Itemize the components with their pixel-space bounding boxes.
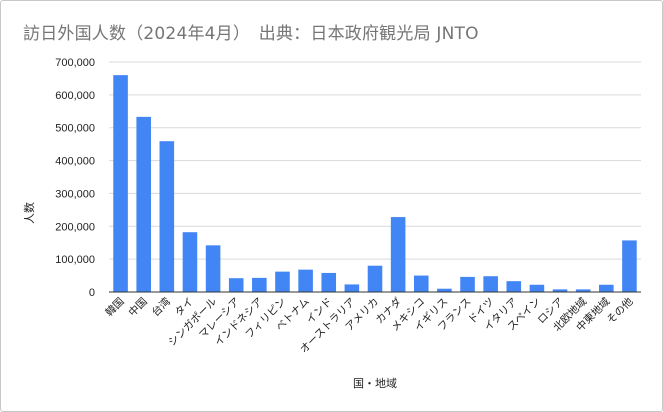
x-tick-label: 中国 bbox=[126, 295, 150, 319]
bar bbox=[437, 288, 452, 292]
bar bbox=[390, 217, 406, 292]
bar bbox=[460, 276, 475, 292]
bar bbox=[159, 141, 175, 292]
bar bbox=[367, 265, 383, 292]
y-tick-label: 100,000 bbox=[55, 254, 95, 266]
y-tick-label: 700,000 bbox=[55, 57, 95, 69]
bar bbox=[298, 269, 313, 292]
y-tick-label: 300,000 bbox=[55, 188, 95, 200]
bar bbox=[113, 75, 128, 292]
x-axis-ticks: 韓国 中国 台湾 タイシンガポールマレーシアインドネシアフィリピンベトナムインドオース… bbox=[103, 295, 636, 356]
x-tick-label: 韓国 bbox=[103, 296, 126, 319]
bar bbox=[575, 289, 591, 292]
chart-title: 訪日外国人数（2024年4月） 出典：日本政府観光局 JNTO bbox=[23, 24, 479, 44]
y-axis-title: 人数 bbox=[23, 202, 36, 224]
y-tick-label: 500,000 bbox=[55, 123, 95, 135]
bar bbox=[599, 284, 614, 292]
bar bbox=[321, 272, 337, 292]
bar bbox=[275, 271, 290, 292]
bar bbox=[552, 289, 568, 292]
x-axis-title: 国・地域 bbox=[353, 377, 397, 390]
y-tick-label: 400,000 bbox=[55, 156, 95, 168]
bar bbox=[413, 275, 429, 292]
y-tick-label: 0 bbox=[89, 287, 95, 299]
y-tick-label: 200,000 bbox=[55, 221, 95, 233]
x-tick-label: 台湾 bbox=[149, 295, 173, 319]
bar bbox=[205, 245, 221, 292]
bar bbox=[506, 281, 522, 292]
bar bbox=[182, 232, 198, 292]
bar bbox=[483, 276, 498, 292]
bar bbox=[529, 284, 545, 292]
y-axis-ticks: 0 100,000 200,000 300,000 400,000 500,000 600,… bbox=[55, 57, 95, 299]
bar bbox=[252, 277, 267, 292]
bar bbox=[622, 240, 637, 292]
y-tick-label: 600,000 bbox=[55, 90, 95, 102]
bar bbox=[228, 278, 244, 292]
gridlines bbox=[109, 61, 641, 260]
x-tick-label: その他 bbox=[604, 295, 636, 327]
bar bbox=[136, 116, 151, 293]
bars bbox=[113, 75, 637, 293]
bar bbox=[344, 284, 360, 292]
